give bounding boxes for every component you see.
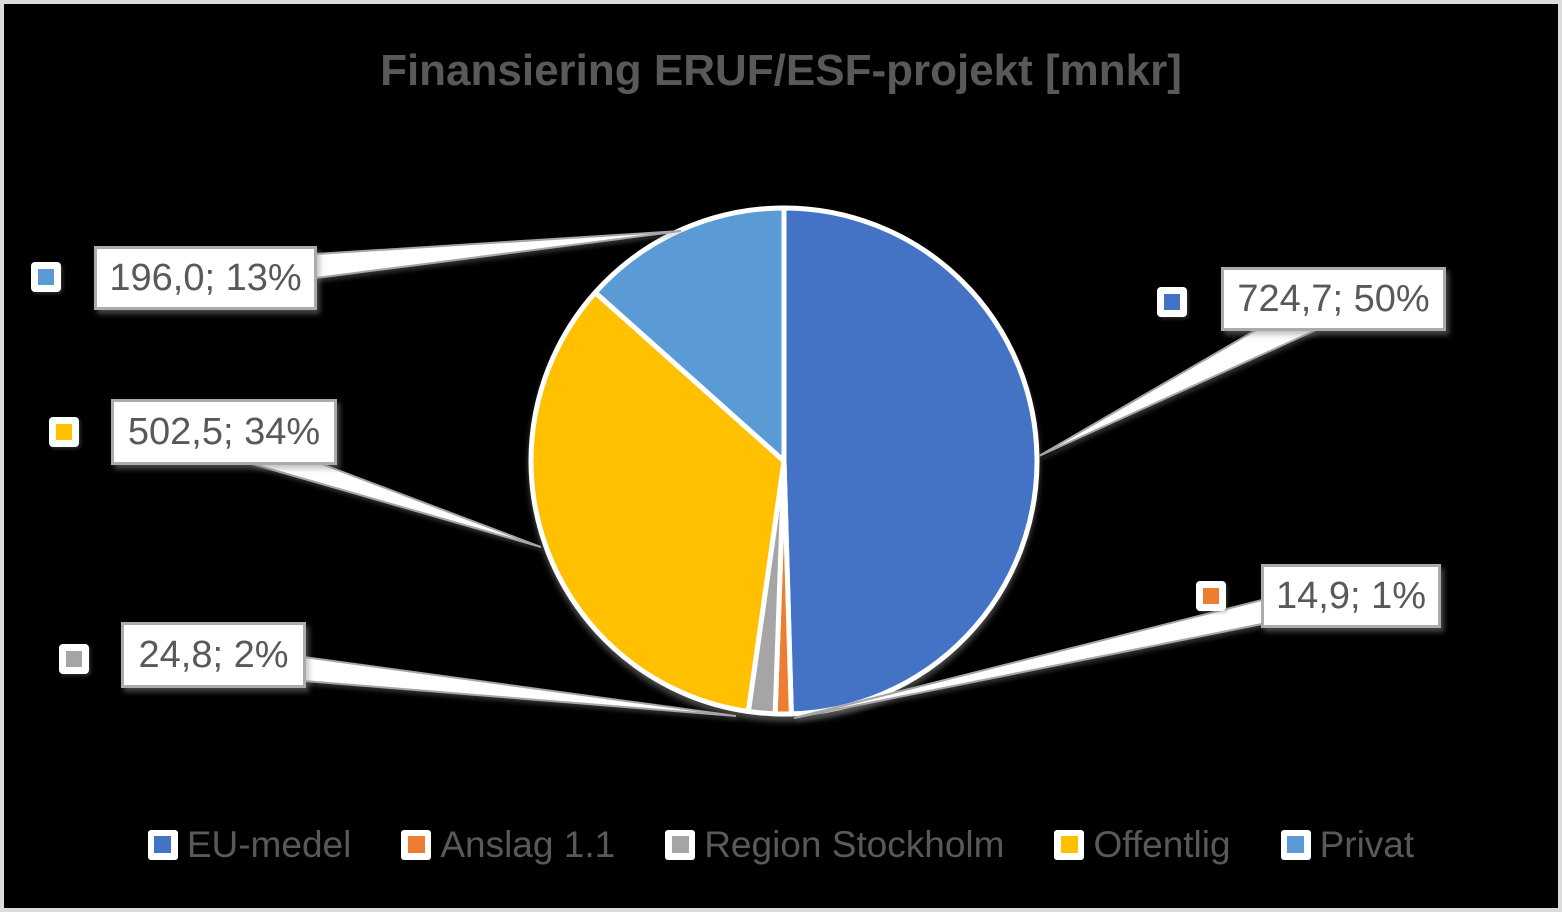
data-label-offentlig: 502,5; 34% — [111, 399, 337, 465]
pie-chart-canvas — [248, 205, 1317, 719]
legend-label: Offentlig — [1093, 824, 1231, 865]
leader-line-eu-medel — [1038, 329, 1317, 457]
pie-slice-offentlig — [528, 289, 787, 714]
legend-item-eu-medel: EU-medel — [147, 824, 352, 865]
chart-title: Finansiering ERUF/ESF-projekt [mnkr] — [380, 46, 1182, 95]
legend-key-eu-medel-icon — [147, 829, 178, 860]
swatch-region-stockholm-icon — [66, 651, 82, 667]
legend-item-region-stockholm: Region Stockholm — [665, 826, 1004, 863]
legend: EU-medel Anslag 1.1 Region Stockholm Off… — [4, 826, 1558, 863]
data-label-text: 24,8; 2% — [138, 633, 289, 676]
data-label-region-stockholm: 24,8; 2% — [121, 622, 306, 688]
legend-item-anslag-1-1: Anslag 1.1 — [401, 826, 615, 863]
data-label-eu-medel: 724,7; 50% — [1221, 267, 1446, 331]
data-label-text: 14,9; 1% — [1276, 574, 1426, 617]
swatch-privat-icon — [38, 269, 54, 285]
series-marker-eu-medel — [1157, 287, 1187, 317]
legend-item-privat: Privat — [1280, 824, 1415, 865]
pie — [528, 205, 1040, 717]
data-label-anslag-1-1: 14,9; 1% — [1261, 564, 1441, 628]
leader-line-offentlig — [248, 462, 542, 548]
legend-label: Region Stockholm — [704, 824, 1005, 865]
series-marker-region-stockholm — [59, 644, 89, 674]
legend-item-offentlig: Offentlig — [1054, 824, 1231, 865]
legend-label: Anslag 1.1 — [440, 824, 616, 865]
series-marker-offentlig — [49, 417, 79, 447]
data-label-text: 724,7; 50% — [1237, 277, 1430, 320]
series-marker-privat — [31, 262, 61, 292]
legend-key-region-stockholm-icon — [665, 829, 696, 860]
swatch-anslag-1-1-icon — [1203, 588, 1219, 604]
pie-slice-eu-medel — [781, 205, 1040, 717]
legend-key-privat-icon — [1280, 829, 1311, 860]
data-label-text: 502,5; 34% — [127, 410, 321, 453]
swatch-offentlig-icon — [56, 424, 72, 440]
data-label-privat: 196,0; 13% — [94, 246, 317, 310]
legend-key-anslag-1-1-icon — [401, 829, 432, 860]
legend-key-offentlig-icon — [1054, 829, 1085, 860]
legend-label: Privat — [1319, 824, 1415, 865]
legend-label: EU-medel — [186, 824, 352, 865]
data-label-text: 196,0; 13% — [109, 256, 302, 299]
swatch-eu-medel-icon — [1164, 294, 1180, 310]
series-marker-anslag-1-1 — [1196, 581, 1226, 611]
